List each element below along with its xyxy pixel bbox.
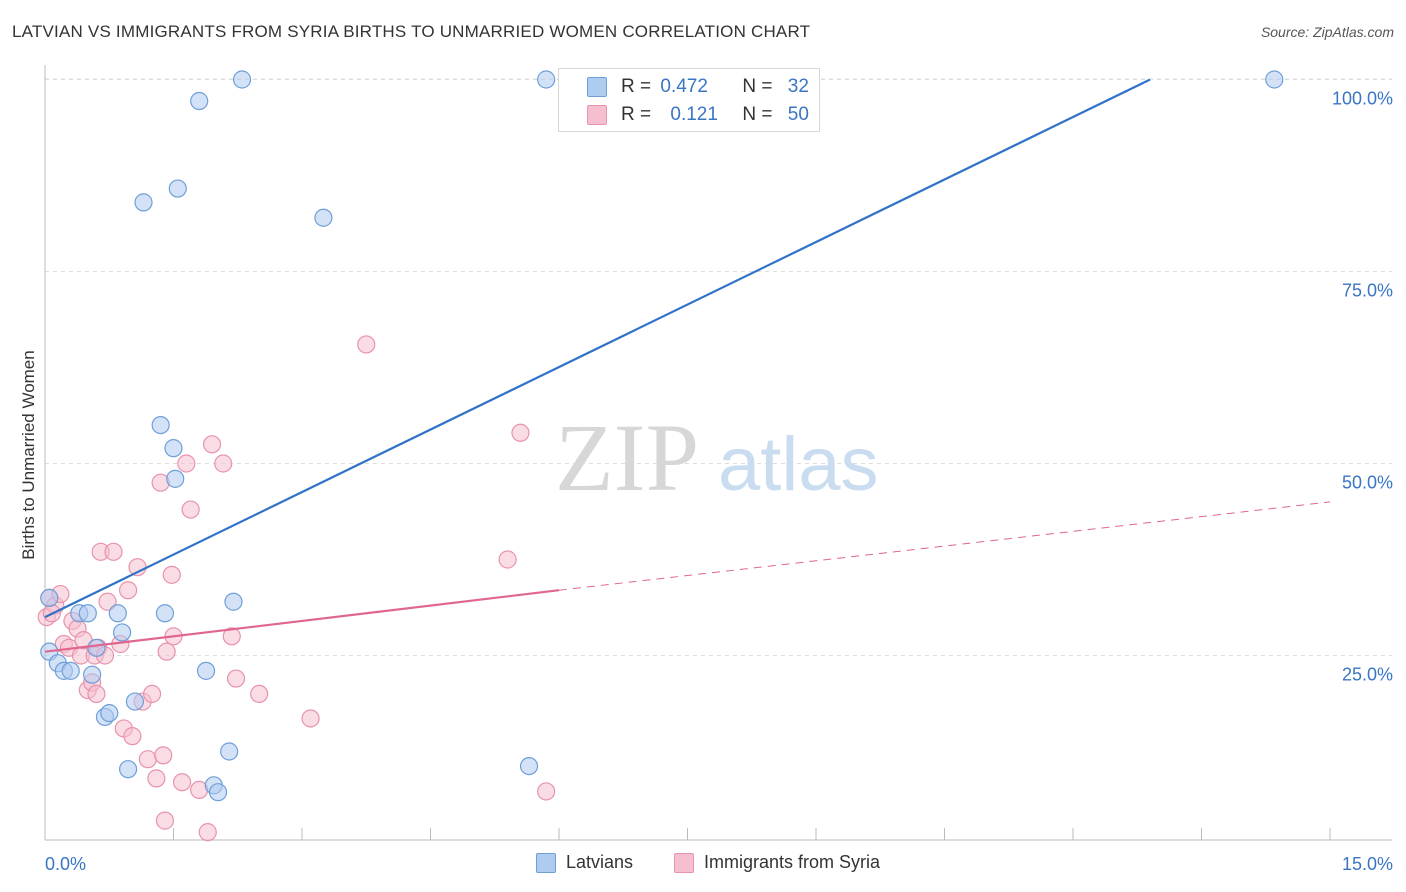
syria-point [155,811,175,830]
legend-n-label: N = [742,104,773,125]
y-tick-label: 50.0% [1342,473,1393,493]
syria-point [123,727,142,746]
syria-point [104,542,123,561]
latvians-point [166,469,185,488]
latvians-point [168,179,187,198]
legend-swatch-syria [674,852,694,873]
syria-point [498,550,517,569]
latvians-point [224,592,243,611]
syria-point [162,565,181,584]
source-label: Source: ZipAtlas.com [1260,24,1394,40]
latvians-point [118,760,138,779]
legend-r-syria: 0.121 [670,104,718,125]
latvians-point [78,604,97,623]
y-tick-label: 75.0% [1342,281,1393,301]
y-axis-label: Births to Unmarried Women [19,350,38,559]
syria-point [250,684,269,704]
latvians-point [220,742,239,761]
syria-point [98,592,117,611]
latvians-point [61,661,80,680]
syria-point [202,435,222,454]
syria-point [147,769,166,788]
syria-point [118,581,138,600]
latvians-point [155,604,175,623]
latvians-point [537,70,556,89]
latvians-point [190,91,209,111]
x-tick-label: 0.0% [45,854,86,874]
syria-point [142,684,162,704]
syria-point [357,335,376,354]
legend-row-syria: R = 0.121 N = 50 [559,101,809,129]
syria-point [226,669,246,688]
latvians-point [40,588,59,608]
syria-point [154,746,173,765]
trend-lines [44,78,1331,653]
legend-item-latvians: Latvians [536,852,633,873]
y-tick-label: 25.0% [1342,665,1393,685]
latvians-trend-line [44,78,1151,619]
latvians-point [519,756,539,776]
latvians-point [196,661,216,680]
legend-swatch-latvians [536,852,556,873]
latvians-point [83,665,102,684]
latvians-point [208,783,228,802]
correlation-legend: R = 0.472 N = 32 R = 0.121 N = 50 [558,68,820,132]
syria-point [138,750,157,769]
latvians-point [125,692,145,711]
latvians-point [314,208,333,227]
latvians-point [112,623,132,642]
legend-n-label: N = [742,76,773,97]
syria-point [511,423,530,442]
legend-row-latvians: R = 0.472 N = 32 [559,73,809,101]
latvians-point [87,638,106,657]
latvians-point [1265,70,1284,89]
syria-point [301,709,320,728]
axes [44,65,1392,841]
syria-point [181,500,200,519]
watermark: ZIP atlas [555,404,879,511]
syria-point [537,782,556,801]
watermark-atlas: atlas [718,422,879,507]
syria-point [177,454,196,473]
latvians-point [164,439,183,458]
latvians-point [151,416,170,435]
legend-label-latvians: Latvians [566,852,634,872]
latvians-point [100,703,119,723]
legend-label-syria: Immigrants from Syria [704,852,881,872]
latvians-point [134,193,153,212]
tick-labels: 25.0% 50.0% 75.0% 100.0% 0.0% 15.0% [45,89,1393,875]
syria-point [214,454,233,473]
gridlines [45,78,1392,656]
y-tick-label: 100.0% [1332,89,1393,109]
legend-n-syria: 50 [787,104,809,125]
latvians-point [108,604,127,623]
watermark-zip: ZIP [555,404,699,511]
series-syria-points [37,335,556,842]
legend-item-syria: Immigrants from Syria [674,852,880,873]
syria-trend-line [44,589,560,653]
series-legend: Latvians Immigrants from Syria [0,852,1406,878]
legend-n-latvians: 32 [787,76,809,97]
x-tick-label: 15.0% [1342,854,1393,874]
legend-r-label: R = [621,76,652,97]
latvians-point [232,70,252,89]
legend-swatch-syria [587,105,607,125]
syria-point [87,684,106,704]
syria-point [157,642,176,661]
syria-point [172,773,192,792]
legend-swatch-latvians [587,77,607,97]
chart-title: LATVIAN VS IMMIGRANTS FROM SYRIA BIRTHS … [12,22,811,41]
legend-r-label: R = [621,104,652,125]
legend-r-latvians: 0.472 [660,76,708,97]
syria-point [198,823,217,842]
series-latvians-points [40,70,1284,802]
syria-point [222,627,241,646]
syria-trend-extension [558,501,1331,591]
